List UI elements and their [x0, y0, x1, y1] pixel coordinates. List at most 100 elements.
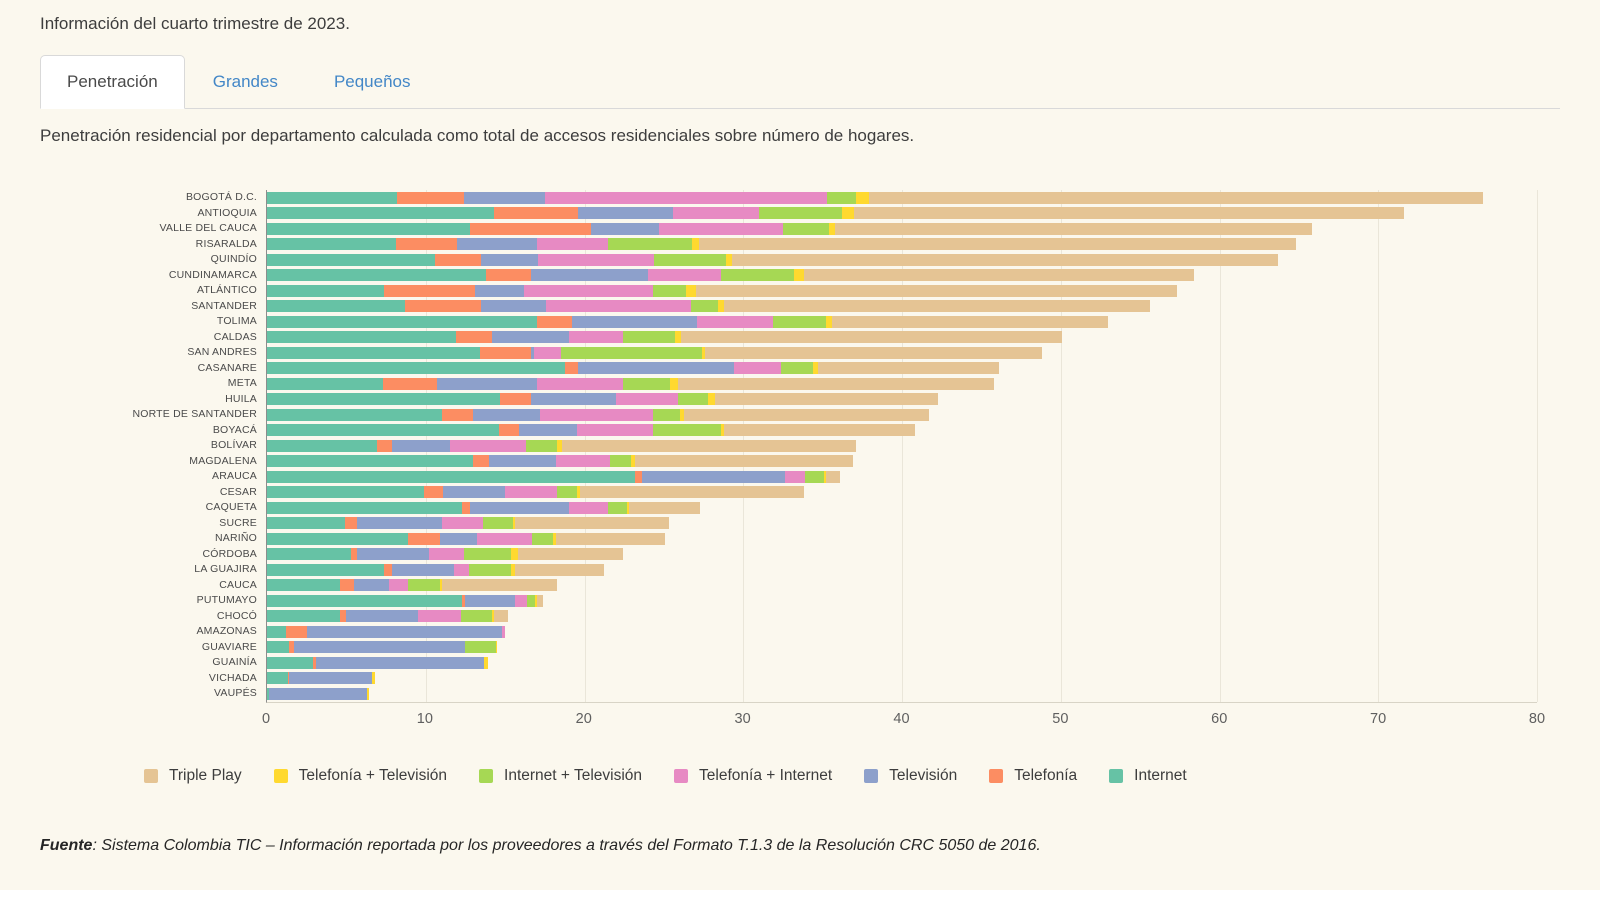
- legend-item-television[interactable]: Televisión: [864, 767, 957, 785]
- bar-segment-television: [530, 269, 648, 281]
- legend-item-internet[interactable]: Internet: [1109, 767, 1187, 785]
- gridline-60: [1219, 190, 1221, 702]
- legend-item-triple-play[interactable]: Triple Play: [144, 767, 242, 785]
- bar-segment-internet-television: [690, 300, 718, 312]
- bar-segment-television: [354, 579, 390, 591]
- bar-segment-telefonia-television: [701, 346, 706, 359]
- bar-segment-internet: [267, 517, 345, 529]
- bar-segment-telefonia-internet: [449, 439, 526, 452]
- bar-segment-telefonia-internet: [616, 393, 679, 405]
- y-axis-label-cordoba: CÓRDOBA: [202, 547, 257, 560]
- bar-segment-telefonia-television: [552, 532, 556, 545]
- legend-item-telefonia-internet[interactable]: Telefonía + Internet: [674, 767, 832, 785]
- y-axis-label-la-guajira: LA GUAJIRA: [194, 563, 257, 575]
- bar-track: [267, 191, 1537, 204]
- bar-row-guainia: [267, 655, 1537, 671]
- bar-segment-telefonia: [462, 594, 466, 607]
- tab-penetracion[interactable]: Penetración: [40, 55, 185, 109]
- gridline-40: [902, 190, 903, 702]
- tab-grandes[interactable]: Grandes: [212, 72, 278, 91]
- bar-segment-triple-play: [579, 486, 804, 498]
- bar-segment-telefonia-internet: [576, 424, 653, 436]
- bar-segment-telefonia: [494, 207, 579, 219]
- y-axis-label-santander: SANTANDER: [191, 299, 257, 312]
- bar-track: [267, 470, 1537, 483]
- bar-segment-internet: [267, 238, 396, 250]
- bar-track: [267, 238, 1537, 250]
- bar-segment-internet: [267, 501, 463, 514]
- bar-segment-television: [392, 563, 455, 576]
- bar-segment-internet: [267, 346, 480, 359]
- bar-row-risaralda: [267, 237, 1537, 253]
- bar-segment-internet-television: [465, 641, 496, 653]
- bar-segment-internet: [267, 594, 463, 607]
- bar-segment-internet-television: [608, 501, 628, 514]
- bar-track: [267, 300, 1537, 312]
- legend-item-telefonia[interactable]: Telefonía: [989, 767, 1077, 785]
- bar-segment-triple-play: [835, 222, 1312, 235]
- bar-segment-internet-television: [781, 362, 814, 374]
- bar-track: [267, 253, 1537, 266]
- bar-segment-triple-play: [517, 548, 623, 560]
- y-axis-label-meta: META: [227, 377, 257, 389]
- source-note: Fuente: Sistema Colombia TIC – Informaci…: [40, 837, 1560, 855]
- bar-segment-internet: [267, 641, 290, 653]
- bar-segment-telefonia-television: [511, 563, 515, 576]
- bar-track: [267, 517, 1537, 529]
- gridline-50: [1060, 190, 1062, 702]
- y-axis-label-cesar: CESAR: [219, 485, 257, 498]
- bar-track: [267, 656, 1537, 669]
- bar-track: [267, 377, 1537, 390]
- bar-segment-internet: [267, 548, 352, 560]
- bar-segment-telefonia-television: [825, 315, 833, 328]
- bar-track: [267, 687, 1537, 700]
- y-axis-label-quindio: QUINDÍO: [210, 253, 257, 265]
- bar-segment-television: [571, 315, 698, 328]
- bar-segment-telefonia: [424, 486, 444, 498]
- bar-track: [267, 362, 1537, 374]
- bar-segment-telefonia-television: [495, 641, 498, 653]
- bar-segment-triple-play: [678, 377, 995, 390]
- bar-segment-telefonia: [435, 253, 482, 266]
- bar-segment-telefonia: [536, 315, 572, 328]
- bar-segment-telefonia-internet: [536, 377, 623, 390]
- x-tick-label-0: 0: [261, 710, 271, 727]
- bar-segment-television: [463, 191, 545, 204]
- bar-track: [267, 625, 1537, 638]
- bar-segment-telefonia: [340, 579, 355, 591]
- bar-segment-internet-television: [654, 253, 726, 266]
- bar-segment-television: [481, 300, 547, 312]
- bar-segment-telefonia-television: [813, 362, 818, 374]
- y-axis-label-narino: NARIÑO: [214, 532, 257, 544]
- bar-segment-telefonia: [384, 284, 475, 297]
- bar-segment-internet-television: [608, 238, 693, 250]
- bar-segment-triple-play: [681, 331, 1063, 343]
- bar-segment-internet: [267, 222, 471, 235]
- bar-segment-television: [641, 470, 785, 483]
- legend-item-telefonia-television[interactable]: Telefonía + Televisión: [273, 767, 447, 785]
- y-axis-label-casanare: CASANARE: [197, 361, 257, 374]
- bar-segment-television: [474, 284, 525, 297]
- legend-item-internet-television[interactable]: Internet + Televisión: [479, 767, 642, 785]
- bar-segment-internet: [267, 455, 474, 467]
- bar-row-vaupes: [267, 686, 1537, 702]
- bar-track: [267, 672, 1537, 684]
- bar-row-antioquia: [267, 206, 1537, 222]
- bar-segment-triple-play: [724, 300, 1150, 312]
- bar-segment-internet-television: [468, 563, 512, 576]
- bar-row-meta: [267, 376, 1537, 392]
- bar-segment-internet-television: [805, 470, 825, 483]
- bar-segment-triple-play: [803, 269, 1195, 281]
- bar-segment-triple-play: [698, 238, 1296, 250]
- bar-segment-television: [519, 424, 577, 436]
- bar-track: [267, 408, 1537, 421]
- x-tick-label-70: 70: [1370, 710, 1387, 727]
- bar-segment-internet: [267, 315, 537, 328]
- tab-pequenos[interactable]: Pequeños: [333, 72, 411, 91]
- bar-track: [267, 424, 1537, 436]
- bar-row-magdalena: [267, 454, 1537, 470]
- bar-segment-internet: [267, 253, 436, 266]
- chart-subtitle: Penetración residencial por departamento…: [40, 126, 915, 145]
- bar-segment-internet: [267, 486, 425, 498]
- bar-segment-internet: [267, 532, 409, 545]
